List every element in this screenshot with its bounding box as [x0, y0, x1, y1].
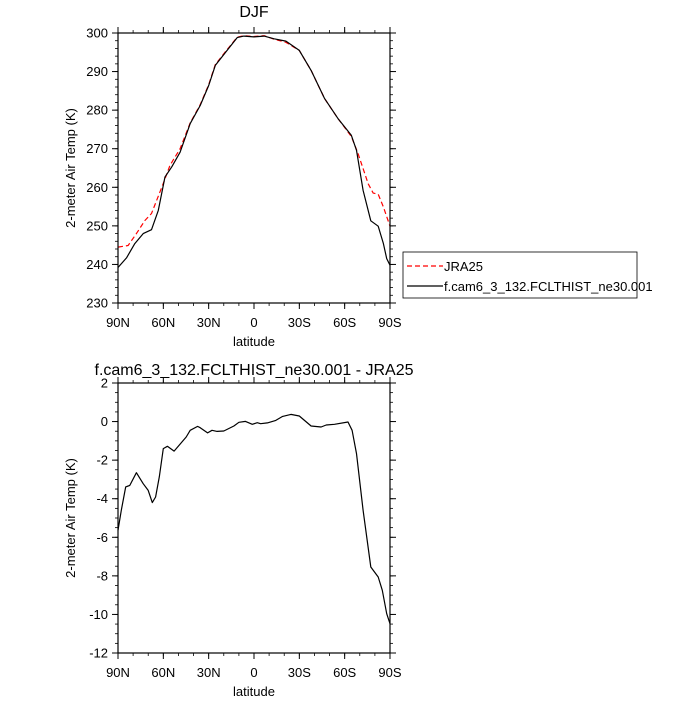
y-tick-label: 280	[86, 103, 108, 118]
x-tick-label: 30N	[197, 315, 221, 330]
y-tick-label: -2	[96, 453, 108, 468]
x-tick-label: 30S	[288, 665, 311, 680]
y-tick-label: 250	[86, 218, 108, 233]
legend-label-jra25: JRA25	[444, 259, 483, 274]
x-tick-label: 90N	[106, 315, 130, 330]
top-panel-djf: DJF latitude 2-meter Air Temp (K) 90N 60N…	[63, 4, 402, 349]
x-tick-label: 60S	[333, 665, 356, 680]
top-y-axis-label: 2-meter Air Temp (K)	[63, 108, 78, 228]
y-tick-label: 240	[86, 257, 108, 272]
x-tick-label: 90S	[378, 665, 401, 680]
y-tick-label: 260	[86, 180, 108, 195]
series-line-f-cam6-3-132-fclthist-ne30-001	[117, 35, 391, 268]
series-line-difference	[117, 413, 391, 624]
series-line-jra25	[117, 35, 391, 248]
y-tick-label: 270	[86, 141, 108, 156]
top-x-axis-label: latitude	[233, 334, 275, 349]
plot-frame	[117, 382, 391, 654]
y-tick-label: -8	[96, 568, 108, 583]
bottom-panel-difference: f.cam6_3_132.FCLTHIST_ne30.001 - JRA25 l…	[63, 362, 414, 699]
bottom-chart-title: f.cam6_3_132.FCLTHIST_ne30.001 - JRA25	[95, 362, 414, 379]
y-tick-label: -10	[89, 607, 108, 622]
y-tick-label: 290	[86, 64, 108, 79]
x-tick-label: 60N	[151, 665, 175, 680]
plot-frame	[117, 32, 391, 304]
x-tick-label: 60N	[151, 315, 175, 330]
x-tick-label: 60S	[333, 315, 356, 330]
x-tick-label: 30S	[288, 315, 311, 330]
bottom-y-axis-label: 2-meter Air Temp (K)	[63, 458, 78, 578]
top-chart-title: DJF	[239, 4, 269, 21]
y-tick-label: 300	[86, 26, 108, 41]
x-tick-label: 0	[250, 665, 257, 680]
x-tick-label: 0	[250, 315, 257, 330]
bottom-x-axis-label: latitude	[233, 684, 275, 699]
y-tick-label: -6	[96, 530, 108, 545]
x-tick-label: 90N	[106, 665, 130, 680]
y-tick-label: 230	[86, 296, 108, 311]
x-tick-label: 90S	[378, 315, 401, 330]
legend-label-model: f.cam6_3_132.FCLTHIST_ne30.001	[444, 279, 653, 294]
y-tick-label: 0	[101, 414, 108, 429]
y-tick-label: 2	[101, 376, 108, 391]
y-tick-label: -12	[89, 646, 108, 661]
legend-box	[402, 251, 638, 299]
x-tick-label: 30N	[197, 665, 221, 680]
legend: JRA25 f.cam6_3_132.FCLTHIST_ne30.001	[402, 251, 653, 299]
y-tick-label: -4	[96, 491, 108, 506]
